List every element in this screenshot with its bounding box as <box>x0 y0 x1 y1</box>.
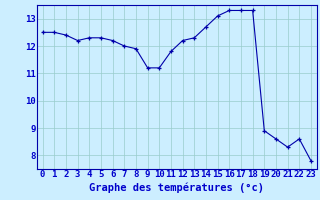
X-axis label: Graphe des températures (°c): Graphe des températures (°c) <box>89 182 264 193</box>
